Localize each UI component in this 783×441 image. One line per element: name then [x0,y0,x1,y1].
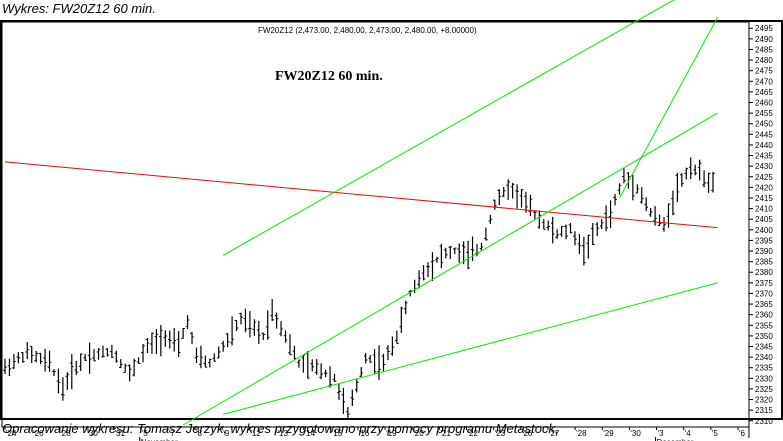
price-bars [3,157,715,420]
x-tick-label: '27 [549,429,560,438]
x-tick-label: '6 [739,429,746,438]
y-tick-label: 2410 [755,205,773,214]
y-tick-label: 2310 [755,417,773,426]
x-tick-label: '30 [87,429,98,438]
x-tick-label: '9 [223,429,230,438]
y-tick-label: 2380 [755,268,773,277]
y-tick-label: 2320 [755,396,773,405]
y-tick-label: 2450 [755,120,773,129]
x-tick-label: '4 [685,429,692,438]
y-tick-label: 2440 [755,141,773,150]
y-tick-label: 2315 [755,406,773,415]
y-tick-label: 2485 [755,45,773,54]
trendlines [4,0,718,426]
x-tick-label: '19 [386,429,397,438]
y-tick-label: 2335 [755,364,773,373]
y-tick-label: 2455 [755,109,773,118]
chart-header-text: FW20Z12 (2,473.00, 2,480.00, 2,473.00, 2… [258,26,477,35]
x-tick-label: '28 [60,429,71,438]
x-tick-label: '15 [332,429,343,438]
y-tick-label: 2435 [755,152,773,161]
x-tick-label: '26 [522,429,533,438]
chart-caption-top: Wykres: FW20Z12 60 min. [2,1,156,16]
x-tick-label: '21 [440,429,451,438]
y-tick-label: 2365 [755,300,773,309]
x-axis: '24 '26 '28 '30 '31 '5 '7 '8 '9 '12 '13 '14 '15 '16 '1… [4,427,746,441]
y-tick-label: 2460 [755,99,773,108]
x-tick-label: '28 [576,429,587,438]
x-tick-label: '13 [277,429,288,438]
y-tick-label: 2350 [755,332,773,341]
x-tick-label: '8 [196,429,203,438]
chart-frame [0,20,783,420]
x-tick-label: '29 [603,429,614,438]
y-tick-label: 2360 [755,311,773,320]
x-tick-label: '30 [630,429,641,438]
y-tick-label: 2400 [755,226,773,235]
y-tick-label: 2355 [755,321,773,330]
y-tick-label: 2375 [755,279,773,288]
chart-title: FW20Z12 60 min. [275,69,383,84]
y-tick-label: 2330 [755,374,773,383]
chart-caption-bottom: Opracowanie wykresu: Tomasz Jerzyk, wykr… [2,421,559,436]
month-label: November [141,438,178,441]
x-tick-label: '16 [359,429,370,438]
x-tick-label: '23 [495,429,506,438]
y-tick-label: 2490 [755,35,773,44]
trendline-long-support [223,282,718,415]
x-tick-label: '3 [658,429,665,438]
y-tick-label: 2370 [755,289,773,298]
x-tick-label: '20 [413,429,424,438]
x-tick-label: '5 [142,429,149,438]
trendline-resistance [4,161,718,229]
y-tick-label: 2415 [755,194,773,203]
y-tick-label: 2425 [755,173,773,182]
x-tick-label: '7 [169,429,176,438]
y-tick-label: 2420 [755,183,773,192]
x-tick-label: '24 [6,429,17,438]
x-tick-label: '12 [250,429,261,438]
month-label: December [657,438,694,441]
y-tick-label: 2470 [755,77,773,86]
y-tick-label: 2385 [755,258,773,267]
y-tick-label: 2480 [755,56,773,65]
trendline-channel-lower [182,112,718,426]
y-tick-label: 2395 [755,236,773,245]
x-tick-label: '26 [33,429,44,438]
x-tick-label: '22 [468,429,479,438]
x-tick-label: '5 [712,429,719,438]
x-tick-label: '31 [115,429,126,438]
y-tick-label: 2345 [755,342,773,351]
y-tick-label: 2390 [755,247,773,256]
y-tick-label: 2475 [755,67,773,76]
y-tick-label: 2465 [755,88,773,97]
y-tick-label: 2495 [755,24,773,33]
trendline-steep-support [619,17,718,199]
x-tick-label: '14 [305,429,316,438]
y-tick-label: 2405 [755,215,773,224]
y-tick-label: 2340 [755,353,773,362]
y-tick-label: 2430 [755,162,773,171]
y-tick-label: 2325 [755,385,773,394]
y-tick-label: 2445 [755,130,773,139]
trendline-channel-upper [222,0,675,256]
